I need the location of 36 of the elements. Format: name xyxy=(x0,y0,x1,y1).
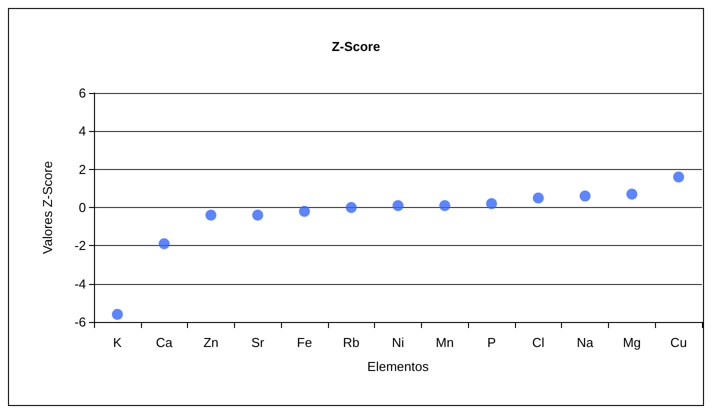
y-tick-label: 6 xyxy=(78,86,86,100)
point xyxy=(205,210,216,221)
y-tick-label: -6 xyxy=(74,314,86,330)
x-tick-label: Rb xyxy=(342,335,360,350)
y-tick-label: -4 xyxy=(74,276,86,292)
x-tick-label: Cu xyxy=(670,335,687,350)
x-tick-label: K xyxy=(113,335,122,350)
x-tick-label: Mg xyxy=(622,335,641,350)
x-tick-label: Cl xyxy=(532,335,545,350)
x-axis-title: Elementos xyxy=(367,359,430,374)
point xyxy=(112,308,123,320)
point xyxy=(439,200,450,212)
point xyxy=(673,171,684,182)
x-tick-label: Ni xyxy=(392,335,404,350)
y-tick-label: 4 xyxy=(78,124,86,139)
point xyxy=(580,190,591,202)
y-axis-title: Valores Z-Score xyxy=(40,161,55,254)
x-tick-label: Ca xyxy=(156,335,174,350)
point xyxy=(346,202,357,213)
x-tick-label: Sr xyxy=(251,335,265,350)
point xyxy=(532,192,544,204)
point xyxy=(252,210,264,221)
y-tick-label: -2 xyxy=(74,238,86,254)
y-tick-label: 0 xyxy=(78,200,86,215)
point xyxy=(392,200,404,212)
x-tick-label: Na xyxy=(576,335,594,350)
x-tick-label: Zn xyxy=(203,335,219,350)
point xyxy=(298,206,310,217)
point xyxy=(158,238,170,250)
y-tick-label: 2 xyxy=(78,162,86,177)
x-tick-label: Fe xyxy=(296,335,312,350)
chart-title: Z-Score xyxy=(332,39,380,54)
x-tick-label: P xyxy=(487,335,496,350)
point xyxy=(486,198,498,210)
point xyxy=(626,188,638,200)
x-tick-label: Mn xyxy=(436,335,454,350)
